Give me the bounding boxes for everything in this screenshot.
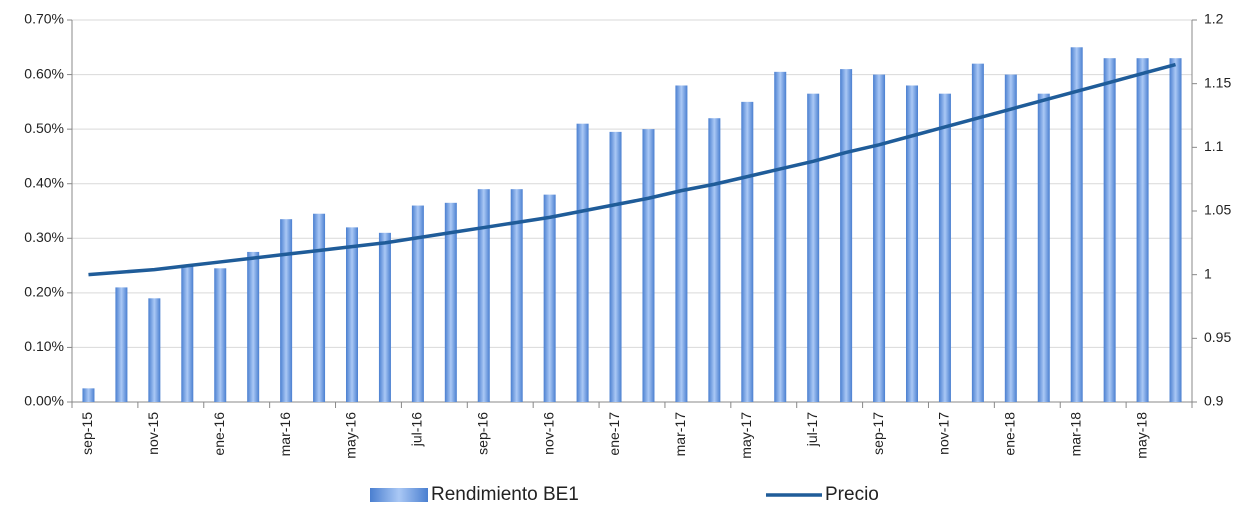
y2-tick-label: 1.2 bbox=[1204, 11, 1224, 27]
bar bbox=[247, 251, 260, 402]
bar bbox=[741, 101, 754, 402]
bar bbox=[906, 85, 918, 402]
y-tick-label: 0.50% bbox=[24, 120, 64, 136]
y-tick-label: 0.30% bbox=[24, 229, 64, 245]
y-tick-label: 0.60% bbox=[24, 65, 64, 81]
bar bbox=[774, 71, 787, 402]
y-tick-label: 0.20% bbox=[24, 284, 64, 300]
price-line bbox=[88, 62, 1176, 277]
bar bbox=[411, 205, 424, 402]
legend-swatch bbox=[370, 488, 428, 502]
bar bbox=[181, 265, 194, 402]
x-tick-label: may-18 bbox=[1133, 412, 1149, 459]
legend-label: Rendimiento BE1 bbox=[431, 484, 579, 505]
bar bbox=[576, 123, 589, 402]
x-tick-label: sep-16 bbox=[474, 412, 490, 455]
x-tick-label: may-17 bbox=[738, 412, 754, 459]
bar bbox=[1103, 58, 1116, 402]
bar bbox=[214, 268, 227, 402]
y2-tick-label: 1.05 bbox=[1204, 202, 1231, 218]
bar bbox=[280, 219, 293, 402]
bar bbox=[1136, 58, 1149, 402]
legend-label: Precio bbox=[825, 484, 879, 505]
y2-tick-label: 1.15 bbox=[1204, 74, 1231, 90]
bar bbox=[971, 63, 984, 403]
bar bbox=[477, 189, 490, 402]
bar bbox=[642, 129, 655, 402]
y2-tick-label: 0.95 bbox=[1204, 329, 1231, 345]
bar bbox=[1070, 47, 1083, 403]
x-tick-label: mar-18 bbox=[1067, 412, 1083, 457]
bar bbox=[807, 93, 820, 403]
x-tick-label: mar-17 bbox=[672, 412, 688, 457]
x-tick-label: may-16 bbox=[343, 412, 359, 459]
bar bbox=[346, 227, 358, 402]
y-tick-label: 0.10% bbox=[24, 338, 64, 354]
x-tick-label: nov-15 bbox=[145, 412, 161, 455]
bar bbox=[938, 93, 951, 403]
y2-tick-label: 1 bbox=[1204, 265, 1212, 281]
bar bbox=[148, 298, 161, 402]
x-tick-label: jul-17 bbox=[804, 412, 820, 447]
x-tick-label: ene-16 bbox=[211, 412, 227, 456]
bar bbox=[1169, 58, 1182, 402]
bar bbox=[543, 194, 556, 402]
bar bbox=[873, 74, 886, 403]
y-tick-label: 0.00% bbox=[24, 393, 64, 409]
x-tick-label: mar-16 bbox=[277, 412, 293, 457]
y-tick-label: 0.70% bbox=[24, 11, 64, 27]
bar bbox=[609, 131, 622, 402]
x-tick-label: ene-18 bbox=[1002, 412, 1018, 456]
y2-tick-label: 0.9 bbox=[1204, 393, 1224, 409]
bar bbox=[1004, 74, 1017, 403]
x-tick-label: sep-15 bbox=[79, 412, 95, 455]
x-tick-label: nov-16 bbox=[540, 412, 556, 455]
bar bbox=[82, 388, 95, 402]
x-tick-label: sep-17 bbox=[870, 412, 886, 455]
x-tick-label: ene-17 bbox=[606, 412, 622, 456]
bar bbox=[115, 287, 128, 402]
bar bbox=[675, 85, 688, 402]
bar bbox=[378, 232, 391, 402]
bar bbox=[313, 213, 326, 402]
bar bbox=[444, 202, 457, 402]
x-tick-label: jul-16 bbox=[409, 412, 425, 447]
bar bbox=[708, 118, 721, 402]
y2-tick-label: 1.1 bbox=[1204, 138, 1224, 154]
x-tick-label: nov-17 bbox=[936, 412, 952, 455]
bar bbox=[840, 69, 853, 402]
y-tick-label: 0.40% bbox=[24, 174, 64, 190]
bar bbox=[510, 189, 523, 402]
bar bbox=[1037, 93, 1050, 403]
